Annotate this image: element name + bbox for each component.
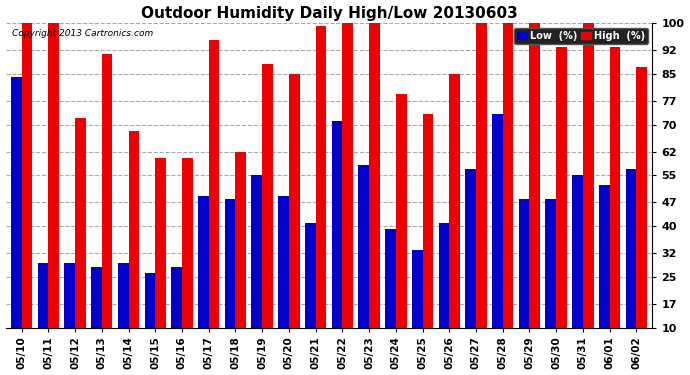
Bar <box>91 267 102 327</box>
Bar <box>251 176 262 327</box>
Bar <box>572 176 583 327</box>
Bar <box>412 250 422 327</box>
Bar <box>369 23 380 327</box>
Bar <box>503 23 513 327</box>
Bar <box>492 114 503 327</box>
Bar <box>11 77 21 327</box>
Bar <box>171 267 182 327</box>
Bar <box>529 23 540 327</box>
Bar <box>332 121 342 327</box>
Bar <box>556 47 567 327</box>
Bar <box>128 131 139 327</box>
Bar <box>396 94 406 327</box>
Bar <box>583 23 593 327</box>
Bar <box>636 67 647 327</box>
Bar <box>235 152 246 327</box>
Bar <box>64 263 75 327</box>
Bar <box>439 223 449 327</box>
Bar <box>465 168 476 327</box>
Bar <box>449 74 460 327</box>
Bar <box>385 230 396 327</box>
Bar <box>546 199 556 327</box>
Bar <box>315 27 326 327</box>
Bar <box>626 168 636 327</box>
Bar <box>262 64 273 327</box>
Bar <box>422 114 433 327</box>
Bar <box>102 54 112 327</box>
Bar <box>289 74 299 327</box>
Bar <box>118 263 128 327</box>
Bar <box>155 158 166 327</box>
Bar <box>21 23 32 327</box>
Text: Copyright 2013 Cartronics.com: Copyright 2013 Cartronics.com <box>12 29 153 38</box>
Bar <box>144 273 155 327</box>
Bar <box>476 23 486 327</box>
Bar <box>358 165 369 327</box>
Bar <box>48 23 59 327</box>
Bar <box>225 199 235 327</box>
Bar <box>75 118 86 327</box>
Bar <box>182 158 193 327</box>
Bar <box>342 23 353 327</box>
Bar <box>278 196 289 327</box>
Bar <box>610 47 620 327</box>
Legend: Low  (%), High  (%): Low (%), High (%) <box>514 28 647 44</box>
Bar <box>208 40 219 327</box>
Bar <box>198 196 208 327</box>
Bar <box>599 186 610 327</box>
Bar <box>38 263 48 327</box>
Bar <box>305 223 315 327</box>
Title: Outdoor Humidity Daily High/Low 20130603: Outdoor Humidity Daily High/Low 20130603 <box>141 6 518 21</box>
Bar <box>519 199 529 327</box>
